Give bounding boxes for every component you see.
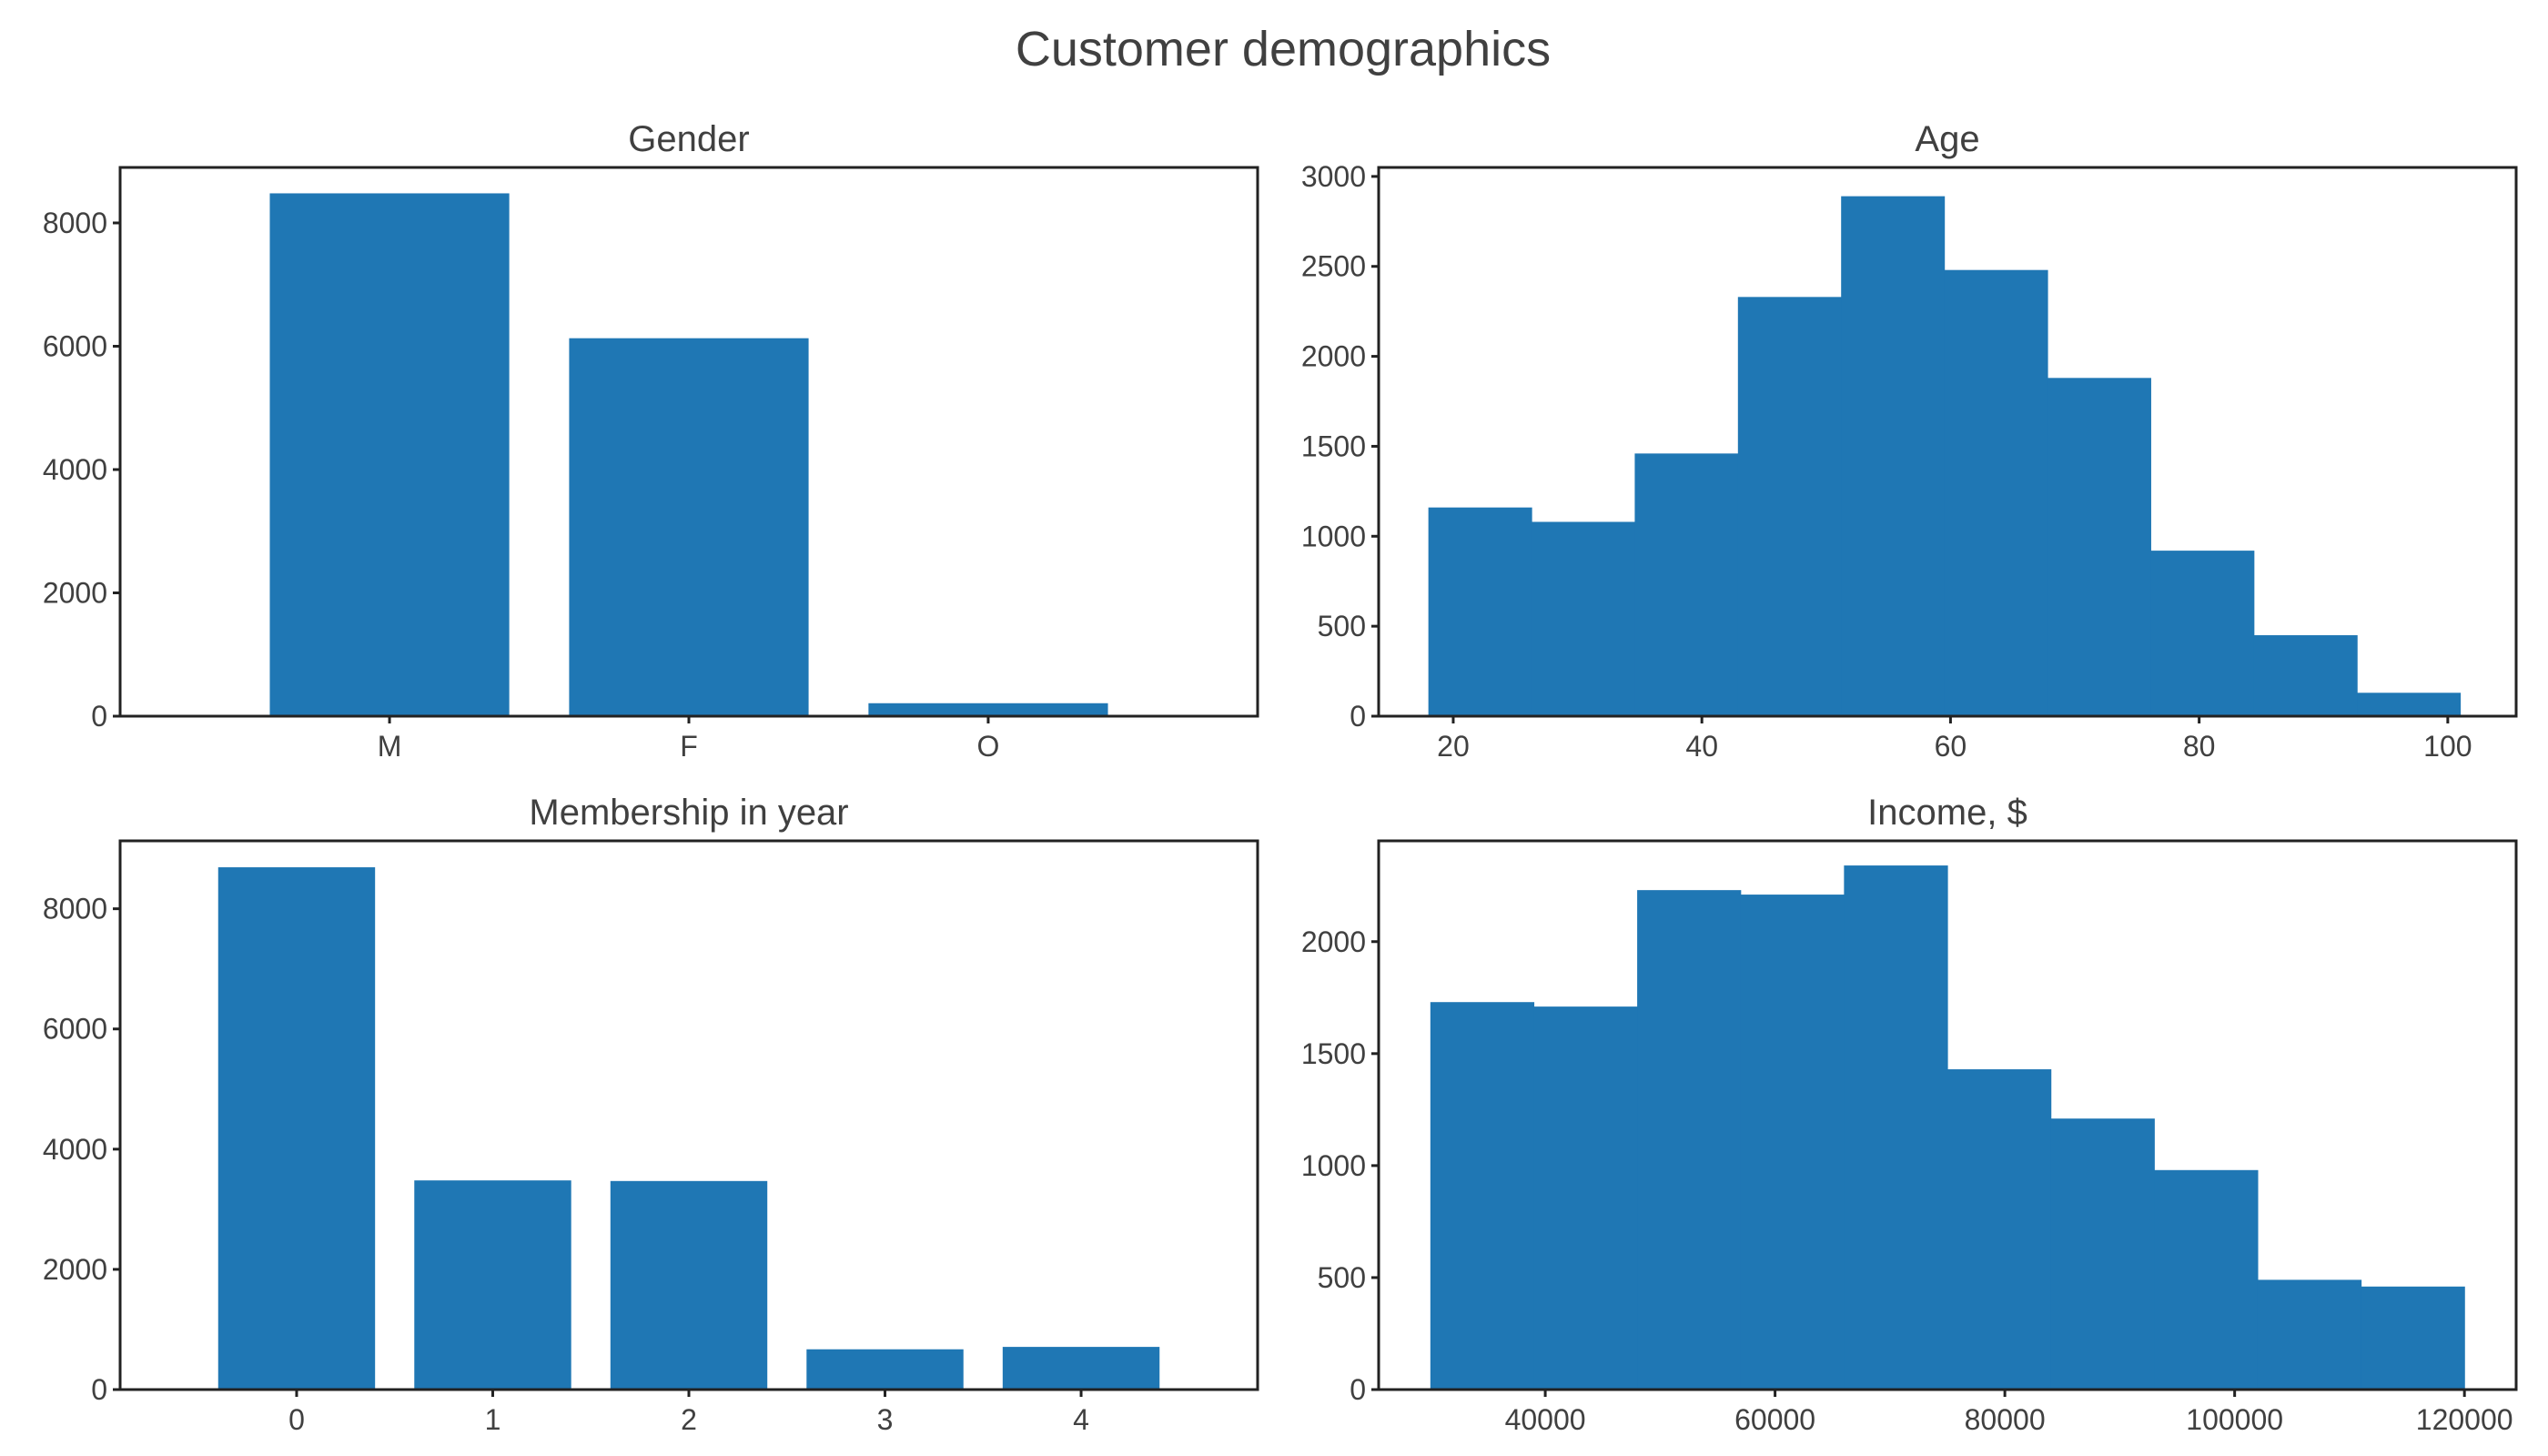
y-tick-label: 2000 xyxy=(1301,340,1366,373)
histogram-bin xyxy=(1841,196,1946,716)
bar-membership-1 xyxy=(414,1180,571,1390)
y-tick-label: 0 xyxy=(1350,1373,1366,1406)
y-tick-label: 3000 xyxy=(1301,160,1366,193)
y-tick-label: 8000 xyxy=(43,207,107,239)
x-tick-label: 0 xyxy=(288,1403,305,1436)
y-tick-label: 1000 xyxy=(1301,520,1366,552)
y-tick-label: 0 xyxy=(91,1373,107,1406)
histogram-bin xyxy=(1634,453,1739,716)
histogram-bin xyxy=(2154,1169,2259,1390)
histogram-bin xyxy=(2357,693,2462,716)
y-tick-label: 1500 xyxy=(1301,430,1366,462)
bars xyxy=(269,193,1108,716)
histogram-bin xyxy=(1532,521,1636,716)
y-tick-label: 0 xyxy=(91,700,107,733)
bar-gender-F xyxy=(569,338,809,716)
y-tick-label: 4000 xyxy=(43,1133,107,1166)
subplot-membership: Membership in year 0 1 2 3 4 0 2000 4000 6000 8000 xyxy=(43,793,1259,1436)
bar-gender-M xyxy=(269,193,510,716)
y-tick-label: 2000 xyxy=(43,1253,107,1286)
x-tick-label: 2 xyxy=(681,1403,697,1436)
histogram-bin xyxy=(1428,507,1532,716)
bar-membership-0 xyxy=(217,867,376,1390)
x-tick-label: 100000 xyxy=(2186,1403,2283,1436)
y-tick-label: 2000 xyxy=(1301,925,1366,958)
y-tick-label: 1000 xyxy=(1301,1149,1366,1182)
y-tick-label: 6000 xyxy=(43,1013,107,1046)
plot-frame xyxy=(1377,166,2518,718)
x-tick-label: 1 xyxy=(485,1403,501,1436)
histogram-bin xyxy=(1430,1002,1535,1390)
bars xyxy=(1430,865,2465,1390)
subplot-gender: Gender M F O 0 2000 4000 6000 8000 xyxy=(43,119,1259,763)
histogram-bin xyxy=(2257,1279,2362,1390)
bar-membership-3 xyxy=(806,1349,964,1390)
histogram-bin xyxy=(1737,297,1842,716)
x-tick-label: 3 xyxy=(877,1403,894,1436)
y-tick-label: 8000 xyxy=(43,893,107,925)
histogram-bin xyxy=(1637,890,1742,1390)
x-tick-label: 60 xyxy=(1935,730,1967,763)
histogram-bin xyxy=(2050,1118,2155,1390)
plot-frame xyxy=(118,166,1259,718)
plot-frame xyxy=(1377,839,2518,1391)
histogram-bin xyxy=(1947,1069,2052,1390)
y-tick-label: 0 xyxy=(1350,700,1366,733)
histogram-bin xyxy=(1533,1006,1638,1390)
x-tick-label: M xyxy=(378,730,402,763)
x-tick-label: 80 xyxy=(2183,730,2216,763)
x-tick-label: 4 xyxy=(1073,1403,1089,1436)
histogram-bin xyxy=(2047,378,2151,716)
histogram-bin xyxy=(2150,551,2255,716)
x-tick-label: 40000 xyxy=(1505,1403,1586,1436)
x-tick-label: 20 xyxy=(1437,730,1470,763)
y-tick-label: 500 xyxy=(1318,610,1366,642)
bars xyxy=(217,867,1160,1390)
y-tick-label: 1500 xyxy=(1301,1037,1366,1070)
subplot-title: Gender xyxy=(628,119,749,159)
x-tick-label: 120000 xyxy=(2416,1403,2513,1436)
y-tick-label: 2500 xyxy=(1301,250,1366,283)
subplot-income: Income, $ 40000 60000 80000 100000 120000 0 500… xyxy=(1301,793,2518,1436)
x-tick-label: F xyxy=(680,730,698,763)
bar-gender-O xyxy=(868,703,1108,716)
y-tick-label: 500 xyxy=(1318,1261,1366,1294)
x-tick-label: O xyxy=(977,730,1000,763)
histogram-bin xyxy=(1740,895,1845,1390)
subplot-title: Membership in year xyxy=(529,793,848,833)
histogram-bin xyxy=(1844,865,1948,1390)
histogram-bin xyxy=(2253,635,2358,716)
x-tick-label: 80000 xyxy=(1965,1403,2046,1436)
histogram-bin xyxy=(1944,269,2048,716)
subplot-title: Income, $ xyxy=(1867,793,2027,833)
bar-membership-4 xyxy=(1002,1347,1160,1390)
x-tick-label: 100 xyxy=(2423,730,2472,763)
plot-frame xyxy=(118,839,1259,1391)
x-tick-label: 60000 xyxy=(1734,1403,1815,1436)
bar-membership-2 xyxy=(610,1180,768,1390)
histogram-bin xyxy=(2361,1286,2465,1390)
y-tick-label: 4000 xyxy=(43,453,107,486)
y-tick-label: 6000 xyxy=(43,329,107,362)
bars xyxy=(1428,196,2462,716)
x-tick-label: 40 xyxy=(1685,730,1718,763)
y-tick-label: 2000 xyxy=(43,576,107,609)
figure-title: Customer demographics xyxy=(1016,22,1551,76)
subplot-title: Age xyxy=(1915,119,1979,159)
